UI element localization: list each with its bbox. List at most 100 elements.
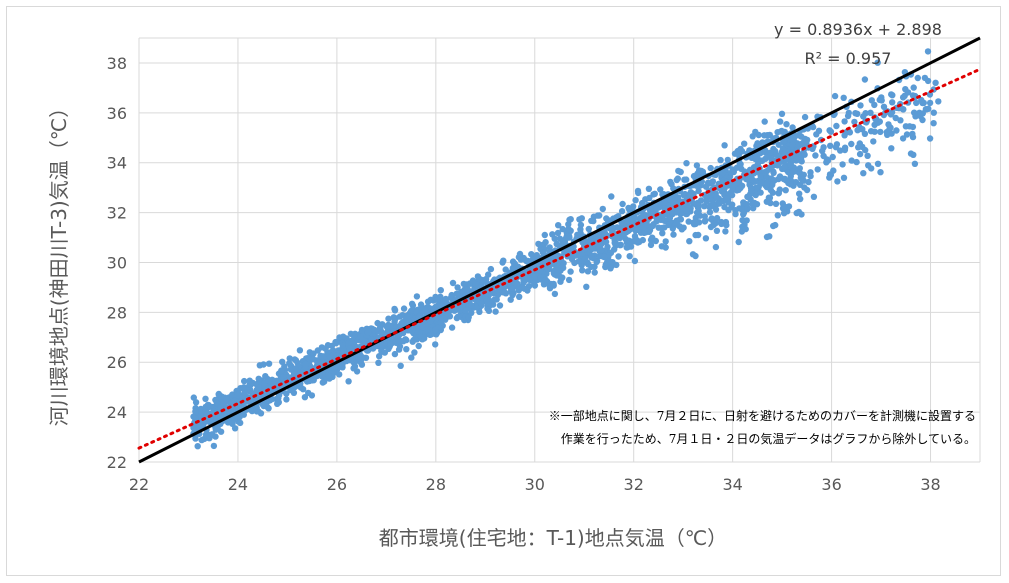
data-point (690, 219, 697, 226)
data-point (395, 337, 402, 345)
data-point (591, 269, 598, 276)
data-point (910, 151, 917, 158)
data-point (788, 141, 796, 148)
data-point (658, 243, 665, 250)
data-point (911, 160, 919, 167)
data-point (531, 273, 538, 281)
data-point (909, 130, 916, 138)
data-point (757, 189, 764, 196)
data-point (702, 217, 709, 224)
data-point (695, 207, 702, 215)
data-point (551, 290, 559, 298)
data-point (577, 221, 585, 229)
data-point (347, 330, 355, 337)
data-point (815, 127, 823, 134)
data-point (758, 157, 766, 164)
data-point (453, 290, 460, 297)
data-point (539, 249, 547, 256)
data-point (914, 74, 921, 82)
data-point (735, 238, 742, 246)
data-point (308, 392, 316, 399)
data-point (761, 132, 768, 139)
data-point (434, 296, 441, 303)
data-point (713, 214, 721, 222)
data-point (531, 279, 538, 287)
data-point (834, 178, 841, 185)
data-point (278, 367, 285, 374)
data-point (565, 225, 572, 233)
data-point (779, 200, 786, 207)
data-point (415, 342, 422, 350)
data-point (325, 372, 332, 379)
data-point (499, 259, 506, 266)
data-point (615, 253, 622, 260)
data-point (789, 168, 797, 176)
data-point (867, 109, 874, 117)
data-point (400, 338, 407, 345)
data-point (652, 237, 659, 245)
data-point (912, 113, 919, 120)
data-point (717, 156, 724, 164)
data-point (487, 265, 495, 273)
data-point (286, 355, 293, 362)
data-point (763, 167, 771, 175)
data-points (190, 48, 942, 450)
data-point (371, 326, 378, 334)
data-point (712, 206, 720, 213)
data-point (787, 161, 794, 169)
data-point (779, 128, 787, 135)
data-point (798, 211, 805, 218)
data-point (713, 227, 721, 234)
data-point (783, 121, 790, 128)
data-point (351, 363, 359, 370)
data-point (320, 353, 327, 360)
data-point (728, 191, 736, 199)
data-point (199, 419, 206, 426)
data-point (757, 149, 764, 157)
data-point (468, 309, 475, 316)
data-point (612, 240, 620, 247)
data-point (579, 267, 586, 274)
data-point (550, 280, 557, 288)
data-point (646, 206, 654, 213)
data-point (628, 217, 635, 225)
data-point (772, 200, 780, 207)
data-point (874, 160, 882, 167)
data-point (824, 157, 832, 164)
data-point (865, 162, 872, 169)
data-point (665, 221, 672, 229)
data-point (767, 186, 774, 194)
data-point (683, 160, 690, 167)
data-point (721, 142, 728, 149)
data-point (743, 201, 750, 208)
data-point (641, 229, 648, 236)
data-point (645, 185, 653, 192)
data-point (223, 395, 230, 403)
y-tick-label: 22 (107, 453, 127, 472)
data-point (584, 268, 592, 275)
data-point (903, 131, 911, 138)
data-point (801, 151, 808, 158)
data-point (231, 397, 238, 405)
data-point (930, 109, 937, 116)
data-point (737, 145, 744, 153)
data-point (296, 347, 304, 354)
data-point (693, 182, 700, 189)
data-point (924, 77, 932, 85)
data-point (897, 117, 904, 124)
data-point (204, 432, 211, 439)
data-point (673, 209, 680, 216)
data-point (675, 167, 682, 175)
data-point (888, 145, 895, 152)
data-point (331, 369, 339, 376)
data-point (775, 141, 782, 148)
data-point (319, 370, 327, 378)
data-point (607, 265, 614, 272)
data-point (575, 258, 582, 265)
y-tick-label: 36 (107, 104, 127, 123)
data-point (353, 368, 361, 375)
data-point (659, 230, 666, 237)
data-point (781, 163, 788, 171)
data-point (602, 261, 609, 268)
